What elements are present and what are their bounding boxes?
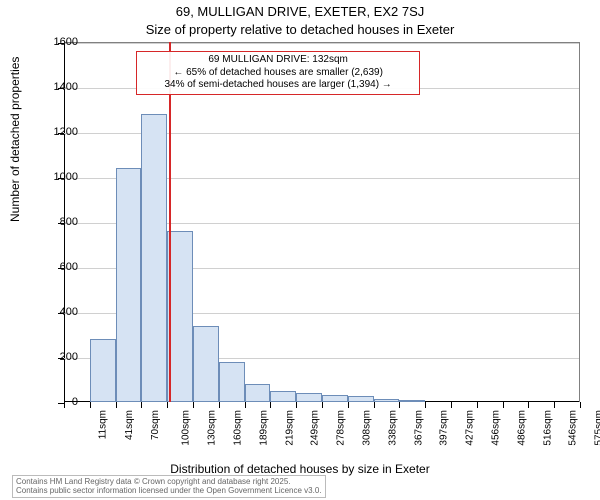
- y-tick-label: 1400: [38, 81, 78, 93]
- x-tick: [296, 402, 297, 408]
- x-tick: [167, 402, 168, 408]
- x-tick: [503, 402, 504, 408]
- chart-title-address: 69, MULLIGAN DRIVE, EXETER, EX2 7SJ: [0, 4, 600, 19]
- grid-line: [64, 43, 579, 44]
- x-tick: [245, 402, 246, 408]
- y-tick-label: 0: [38, 396, 78, 408]
- x-tick: [90, 402, 91, 408]
- histogram-bar: [90, 339, 116, 402]
- histogram-bar: [141, 114, 167, 402]
- x-tick: [528, 402, 529, 408]
- x-tick-label: 486sqm: [516, 410, 527, 446]
- reference-line: [169, 42, 171, 402]
- x-tick-label: 11sqm: [97, 410, 108, 439]
- x-tick-label: 308sqm: [362, 410, 373, 446]
- attribution-footer: Contains HM Land Registry data © Crown c…: [12, 475, 326, 498]
- x-tick-label: 219sqm: [284, 410, 295, 446]
- annotation-box: 69 MULLIGAN DRIVE: 132sqm← 65% of detach…: [136, 51, 420, 95]
- chart-subtitle: Size of property relative to detached ho…: [0, 22, 600, 37]
- x-tick: [580, 402, 581, 408]
- x-tick: [477, 402, 478, 408]
- x-tick: [554, 402, 555, 408]
- x-tick-label: 397sqm: [439, 410, 450, 446]
- x-tick-label: 456sqm: [491, 410, 502, 446]
- x-tick: [399, 402, 400, 408]
- histogram-bar: [219, 362, 245, 403]
- histogram-bar: [399, 400, 425, 402]
- histogram-bar: [348, 396, 374, 402]
- histogram-bar: [116, 168, 142, 402]
- x-tick-label: 189sqm: [258, 410, 269, 446]
- histogram-bar: [296, 393, 322, 402]
- x-tick: [219, 402, 220, 408]
- histogram-bar: [245, 384, 271, 402]
- histogram-bar: [374, 399, 400, 402]
- footer-line2: Contains public sector information licen…: [16, 486, 322, 496]
- annotation-line3: 34% of semi-detached houses are larger (…: [141, 79, 415, 92]
- annotation-line1: 69 MULLIGAN DRIVE: 132sqm: [141, 54, 415, 67]
- x-tick: [348, 402, 349, 408]
- y-tick-label: 800: [38, 216, 78, 228]
- y-tick-label: 1000: [38, 171, 78, 183]
- x-tick-label: 100sqm: [181, 410, 192, 446]
- x-tick-label: 546sqm: [568, 410, 579, 446]
- x-tick: [193, 402, 194, 408]
- x-tick-label: 338sqm: [387, 410, 398, 446]
- x-tick-label: 160sqm: [233, 410, 244, 446]
- x-tick: [116, 402, 117, 408]
- x-tick: [451, 402, 452, 408]
- x-tick-label: 427sqm: [465, 410, 476, 446]
- x-tick-label: 367sqm: [413, 410, 424, 446]
- footer-line1: Contains HM Land Registry data © Crown c…: [16, 477, 322, 487]
- y-tick-label: 200: [38, 351, 78, 363]
- x-tick: [270, 402, 271, 408]
- x-tick: [425, 402, 426, 408]
- y-tick-label: 400: [38, 306, 78, 318]
- x-tick-label: 249sqm: [310, 410, 321, 446]
- x-tick: [141, 402, 142, 408]
- x-tick: [322, 402, 323, 408]
- y-tick-label: 1600: [38, 36, 78, 48]
- y-axis-label: Number of detached properties: [8, 57, 22, 222]
- y-tick-label: 600: [38, 261, 78, 273]
- y-tick-label: 1200: [38, 126, 78, 138]
- histogram-bar: [322, 395, 348, 402]
- plot-area: 69 MULLIGAN DRIVE: 132sqm← 65% of detach…: [64, 42, 580, 402]
- x-tick-label: 278sqm: [336, 410, 347, 446]
- x-tick-label: 41sqm: [124, 410, 135, 440]
- x-tick-label: 130sqm: [207, 410, 218, 446]
- annotation-line2: ← 65% of detached houses are smaller (2,…: [141, 67, 415, 80]
- histogram-bar: [167, 231, 193, 402]
- histogram-bar: [270, 391, 296, 402]
- histogram-bar: [193, 326, 219, 403]
- histogram-chart: 69, MULLIGAN DRIVE, EXETER, EX2 7SJ Size…: [0, 0, 600, 500]
- x-tick-label: 70sqm: [150, 410, 161, 440]
- x-tick-label: 516sqm: [542, 410, 553, 446]
- x-tick-label: 575sqm: [594, 410, 600, 446]
- x-tick: [374, 402, 375, 408]
